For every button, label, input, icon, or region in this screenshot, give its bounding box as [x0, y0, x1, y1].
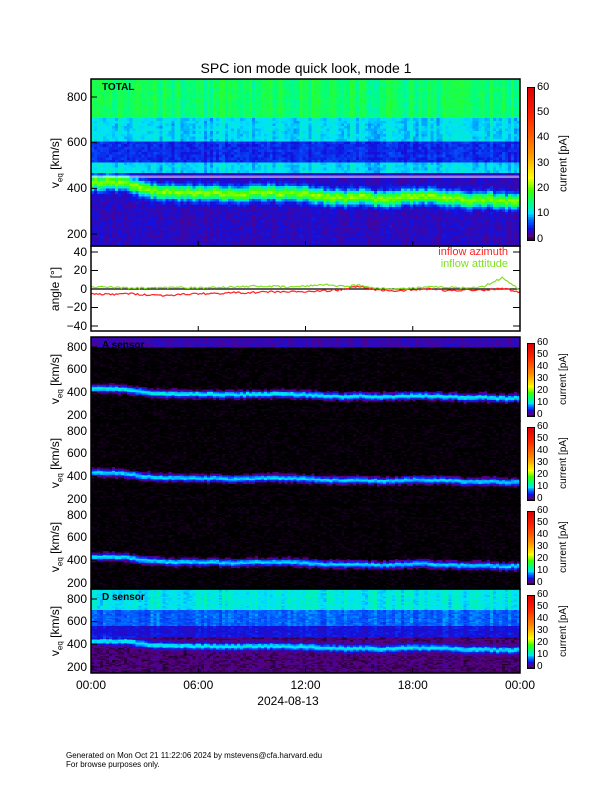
y-tick-label: 200 [66, 575, 87, 590]
y-tick-label: 200 [66, 491, 87, 506]
y-tick-label: 600 [66, 446, 87, 461]
colorbar-tick: 40 [537, 131, 550, 144]
colorbar-tick: 20 [537, 181, 550, 194]
legend-azimuth: inflow azimuth [438, 246, 508, 258]
y-tick-label: 600 [66, 135, 87, 150]
colorbar-tick: 0 [537, 409, 543, 420]
y-tick-label: 200 [66, 226, 87, 241]
y-tick-label: 400 [66, 384, 87, 399]
y-tick-label: 0 [80, 281, 87, 296]
colorbar-tick: 0 [537, 493, 543, 504]
colorbar-tick: 0 [537, 232, 544, 245]
y-tick-label: 600 [66, 530, 87, 545]
azimuth-line [90, 285, 521, 297]
spectrogram-d [91, 589, 520, 673]
panel-frame-a [90, 336, 521, 422]
y-tick-label: 400 [66, 636, 87, 651]
colorbar-c [527, 511, 535, 585]
panel-label-total: TOTAL [102, 82, 135, 93]
colorbar-tick: 50 [537, 517, 549, 528]
date-label: 2024-08-13 [257, 694, 319, 708]
panel-frame-total [90, 78, 521, 247]
colorbar-tick: 30 [537, 625, 549, 636]
y-tick-label: 600 [66, 614, 87, 629]
y-tick-label: 20 [73, 263, 87, 277]
colorbar-tick: 20 [537, 469, 549, 480]
colorbar-tick: 30 [537, 373, 549, 384]
y-tick-label: 800 [66, 591, 87, 606]
y-tick-label: −20 [66, 300, 87, 314]
colorbar-tick: 20 [537, 637, 549, 648]
y-tick-label: 600 [66, 362, 87, 377]
colorbar-tick: 10 [537, 207, 550, 220]
colorbar-tick: 40 [537, 529, 549, 540]
y-tick-label: 200 [66, 659, 87, 674]
panel-frame-d [90, 588, 521, 674]
panel-frame-b [90, 420, 521, 506]
panel-frame-c [90, 504, 521, 590]
y-tick-label: −40 [66, 318, 87, 333]
y-tick-label: 400 [66, 468, 87, 483]
colorbar-d [527, 595, 535, 669]
colorbar-tick: 30 [537, 156, 550, 169]
colorbar-tick: 60 [537, 589, 549, 600]
footer-generated: Generated on Mon Oct 21 11:22:06 2024 by… [66, 751, 323, 760]
colorbar-tick: 50 [537, 601, 549, 612]
colorbar-tick: 50 [537, 433, 549, 444]
y-tick-label: 800 [66, 339, 87, 354]
colorbar-tick: 10 [537, 565, 549, 576]
y-tick-label: 400 [66, 552, 87, 567]
y-tick-label: 800 [66, 89, 87, 104]
y-tick-label: 400 [66, 180, 87, 195]
colorbar-tick: 60 [537, 80, 550, 93]
colorbar-tick: 40 [537, 361, 549, 372]
x-tick-label: 06:00 [183, 678, 214, 692]
spectrogram-total [91, 79, 520, 246]
colorbar-tick: 40 [537, 445, 549, 456]
colorbar-tick: 30 [537, 457, 549, 468]
colorbar-tick: 10 [537, 649, 549, 660]
y-tick-label: 200 [66, 407, 87, 422]
colorbar-tick: 0 [537, 577, 543, 588]
colorbar-tick: 20 [537, 385, 549, 396]
footer-note: For browse purposes only. [66, 760, 160, 769]
x-tick-label: 12:00 [290, 678, 321, 692]
colorbar-tick: 20 [537, 553, 549, 564]
attitude-line [90, 276, 521, 291]
y-tick-label: 40 [73, 244, 87, 259]
colorbar-tick: 50 [537, 349, 549, 360]
y-tick-label: 800 [66, 423, 87, 438]
spectrogram-c [91, 505, 520, 589]
colorbar-tick: 30 [537, 541, 549, 552]
y-tick-label: 800 [66, 507, 87, 522]
colorbar-tick: 50 [537, 105, 550, 118]
x-tick-label: 18:00 [397, 678, 428, 692]
colorbar-tick: 10 [537, 397, 549, 408]
colorbar-tick: 40 [537, 613, 549, 624]
colorbar-b [527, 427, 535, 501]
spectrogram-b [91, 421, 520, 505]
colorbar-tick: 60 [537, 421, 549, 432]
colorbar-tick: 60 [537, 505, 549, 516]
panel-label-a: A sensor [102, 340, 145, 351]
colorbar-tick: 10 [537, 481, 549, 492]
colorbar-tick: 60 [537, 337, 549, 348]
colorbar-a [527, 343, 535, 417]
x-tick-label: 00:00 [504, 678, 536, 692]
panel-label-d: D sensor [102, 592, 145, 603]
x-tick-label: 00:00 [75, 678, 107, 692]
legend-attitude: inflow attitude [440, 258, 508, 270]
colorbar-tick: 0 [537, 661, 543, 672]
colorbar-total [527, 87, 535, 241]
spectrogram-a [91, 337, 520, 421]
plot-title: SPC ion mode quick look, mode 1 [200, 60, 412, 76]
